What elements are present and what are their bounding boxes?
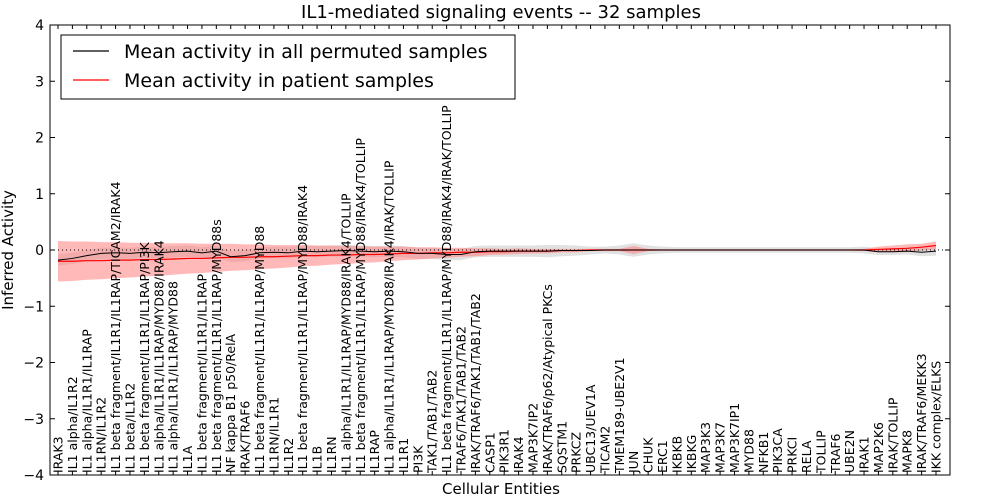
x-category-label: IL1 beta fragment/IL1R1/IL1RAP/MYD88s [209,219,224,473]
x-category-label: MAP3K7IP1 [727,403,742,473]
x-category-label: IL1 alpha/IL1R1/IL1RAP/MYD88 [166,281,181,473]
x-category-label: IKK complex/ELKS [929,361,944,473]
x-category-label: MAP3K7IP2 [525,403,540,473]
x-category-label: NF kappa B1 p50/RelA [223,333,238,473]
x-category-label: JUN [626,451,641,474]
x-category-label: IRAK4 [511,436,526,473]
x-category-label: IL1 beta fragment/IL1R1/IL1RAP/TICAM2/IR… [108,182,123,473]
x-category-label: PIK3R1 [497,429,512,473]
y-tick-label: 2 [35,131,44,147]
plot-area [50,241,950,282]
x-category-label: IRAK/TRAF6 [238,401,253,473]
y-tick-label: 1 [35,187,44,203]
x-category-label: IKBKB [669,436,684,473]
x-category-label: PI3K [410,445,425,473]
x-category-label: TMEM189-UBE2V1 [612,357,627,474]
x-category-label: IL1 alpha/IL1R1/IL1RAP/MYD88/IRAK4/TOLLI… [338,193,353,473]
x-category-label: MAP3K3 [698,422,713,473]
y-tick-label: 4 [35,18,44,34]
x-category-label: IRAK/TRAF6/MEKK3 [914,353,929,473]
x-category-label: IL1 beta fragment/IL1R1/IL1RAP/MYD88/IRA… [439,105,454,473]
x-category-label: TOLLIP [813,430,828,474]
x-category-label: IRAK1 [857,436,872,473]
x-category-label: IKBKG [684,435,699,473]
x-category-label: MAP3K7 [713,422,728,473]
permuted-mean-line [57,249,937,261]
x-category-label: IL1 alpha/IL1R1/IL1RAP/MYD88/IRAK4 [151,240,166,473]
x-category-label: SQSTM1 [554,421,569,473]
legend-box [60,34,516,100]
y-tick-label: −3 [23,412,44,428]
y-tick-label: 0 [35,243,44,259]
x-category-label: IL1 beta fragment/IL1R1/IL1RAP/MYD88/IRA… [353,138,368,473]
x-category-label: NFKB1 [756,432,771,473]
patient-confidence-band [58,241,936,282]
x-category-label: IL1 alpha/IL1R1/IL1RAP/MYD88/IRAK4/IRAK/… [382,160,397,473]
x-category-label: IL1 beta/IL1R2 [122,383,137,473]
x-category-label: CHUK [641,437,656,473]
category-labels: IRAK3 IL1 alpha/IL1R2 IL1 alpha/IL1R1/IL1R… [51,105,944,474]
x-category-label: ERC1 [655,440,670,473]
y-axis-label: Inferred Activity [0,190,17,310]
x-category-label: TICAM2 [597,426,612,474]
x-category-label: IRAK/TOLLIP [885,397,900,473]
x-category-label: IRAK3 [51,436,66,473]
chart-title: IL1-mediated signaling events -- 32 samp… [301,2,701,23]
legend: Mean activity in all permuted samples Me… [60,34,516,100]
x-category-label: UBC13/UEV1A [583,384,598,473]
y-tick-label: −4 [23,468,44,484]
x-category-label: IL1 beta fragment/IL1R1/IL1RAP [194,273,209,473]
axis-ticks: −4 −3 −2 −1 0 1 2 3 4 [23,18,950,484]
x-category-label: PRKCZ [569,432,584,473]
x-category-label: MYD88 [741,429,756,473]
y-tick-label: −1 [23,299,44,315]
x-category-label: IL1R1 [396,438,411,473]
x-category-label: PIK3CA [770,428,785,473]
x-category-label: TRAF6/TAK1/TAB1/TAB2 [454,326,469,474]
legend-label-permuted: Mean activity in all permuted samples [124,41,487,63]
y-tick-label: 3 [35,74,44,90]
x-axis-label: Cellular Entities [442,480,560,498]
x-category-label: IL1RN [324,436,339,473]
legend-label-patient: Mean activity in patient samples [124,70,434,92]
y-tick-label: −2 [23,356,44,372]
x-category-label: IL1 alpha/IL1R2 [65,376,80,473]
x-category-label: IL1RN/IL1R2 [94,397,109,473]
x-category-label: TRAF6 [828,433,843,474]
x-category-label: IL1 alpha/IL1R1/IL1RAP [79,329,94,473]
x-category-label: MAPK8 [900,430,915,473]
x-category-label: IL1 beta fragment/IL1R1/IL1RAP/PI3K [137,242,152,473]
x-category-label: IL1A [180,445,195,473]
x-category-label: RELA [799,440,814,473]
x-category-label: UBE2N [842,430,857,473]
x-category-label: IRAK/TRAF6/TAK1/TAB1/TAB2 [468,293,483,473]
x-category-label: IL1RAP [367,430,382,473]
x-category-label: IL1R2 [281,438,296,473]
x-category-label: IL1 beta fragment/IL1R1/IL1RAP/MYD88 [252,226,267,473]
x-category-label: IL1B [310,446,325,473]
x-category-label: TAK1/TAB1/TAB2 [425,370,440,474]
x-category-label: IL1RN/IL1R1 [266,397,281,473]
x-category-label: IRAK/TRAF6/p62/Atypical PKCs [540,284,555,473]
x-category-label: CASP1 [482,432,497,473]
x-category-label: IL1 beta fragment/IL1R1/IL1RAP/MYD88/IRA… [295,185,310,473]
x-category-label: MAP2K6 [871,422,886,473]
x-category-label: PRKCI [785,437,800,473]
